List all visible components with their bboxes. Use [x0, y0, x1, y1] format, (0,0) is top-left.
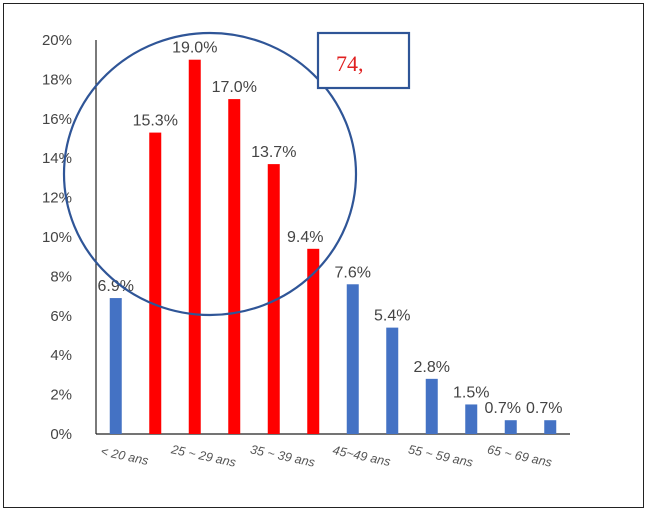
- bar-data-label: 15.3%: [133, 113, 178, 130]
- y-tick-label: 14%: [42, 150, 72, 167]
- bar-data-label: 13.7%: [251, 144, 296, 161]
- chart-data-labels: 6.9% 15.3% 19.0% 17.0% 13.7% 9.4% 7.6% 5.4% 2.8%…: [98, 40, 563, 418]
- x-tick-label: 55 ~ 59 ans: [407, 442, 474, 469]
- bar: [465, 404, 478, 434]
- bar-data-label: 2.8%: [414, 359, 450, 376]
- highlight-circle: [62, 31, 358, 317]
- y-tick-label: 2%: [50, 387, 72, 404]
- bar-data-label: 9.4%: [287, 229, 323, 246]
- bar-data-label: 1.5%: [453, 384, 489, 401]
- bar-data-label: 17.0%: [212, 79, 257, 96]
- x-tick-label: 45~49 ans: [331, 443, 391, 469]
- bar: [346, 284, 359, 434]
- bar: [307, 248, 320, 434]
- x-tick-label: 65 ~ 69 ans: [486, 442, 553, 469]
- bar: [544, 420, 557, 434]
- y-tick-label: 0%: [50, 426, 72, 443]
- bar-data-label: 0.7%: [485, 400, 521, 417]
- chart-axes: [95, 40, 570, 435]
- bar: [386, 327, 399, 434]
- y-tick-label: 20%: [42, 32, 72, 49]
- bar: [425, 378, 438, 434]
- bar: [228, 99, 241, 434]
- y-tick-label: 18%: [42, 71, 72, 88]
- bar-data-label: 6.9%: [98, 278, 134, 295]
- bar-data-label: 7.6%: [335, 264, 371, 281]
- x-tick-label: 35 ~ 39 ans: [249, 442, 316, 469]
- y-tick-label: 16%: [42, 111, 72, 128]
- y-axis-ticks: 0%2%4%6%8%10%12%14%16%18%20%: [42, 32, 72, 443]
- bar-data-label: 0.7%: [526, 400, 562, 417]
- chart-bars: [109, 59, 557, 435]
- x-axis-ticks: < 20 ans 25 ~ 29 ans 35 ~ 39 ans 45~49 ans 5…: [99, 442, 553, 470]
- x-tick-label: < 20 ans: [99, 444, 149, 468]
- y-tick-label: 6%: [50, 308, 72, 325]
- bar: [267, 164, 280, 435]
- bar-data-label: 5.4%: [374, 308, 410, 325]
- annotation-box: [316, 31, 411, 90]
- y-tick-label: 10%: [42, 229, 72, 246]
- annotation-box-text: 74,: [336, 51, 364, 76]
- y-tick-label: 8%: [50, 268, 72, 285]
- bar: [149, 132, 162, 434]
- bar: [109, 298, 122, 434]
- bar: [188, 59, 201, 434]
- y-tick-label: 4%: [50, 347, 72, 364]
- x-tick-label: 25 ~ 29 ans: [169, 442, 237, 470]
- bar: [504, 420, 517, 434]
- annotation-overlay: 74,: [62, 31, 411, 317]
- bar-data-label: 19.0%: [172, 40, 217, 57]
